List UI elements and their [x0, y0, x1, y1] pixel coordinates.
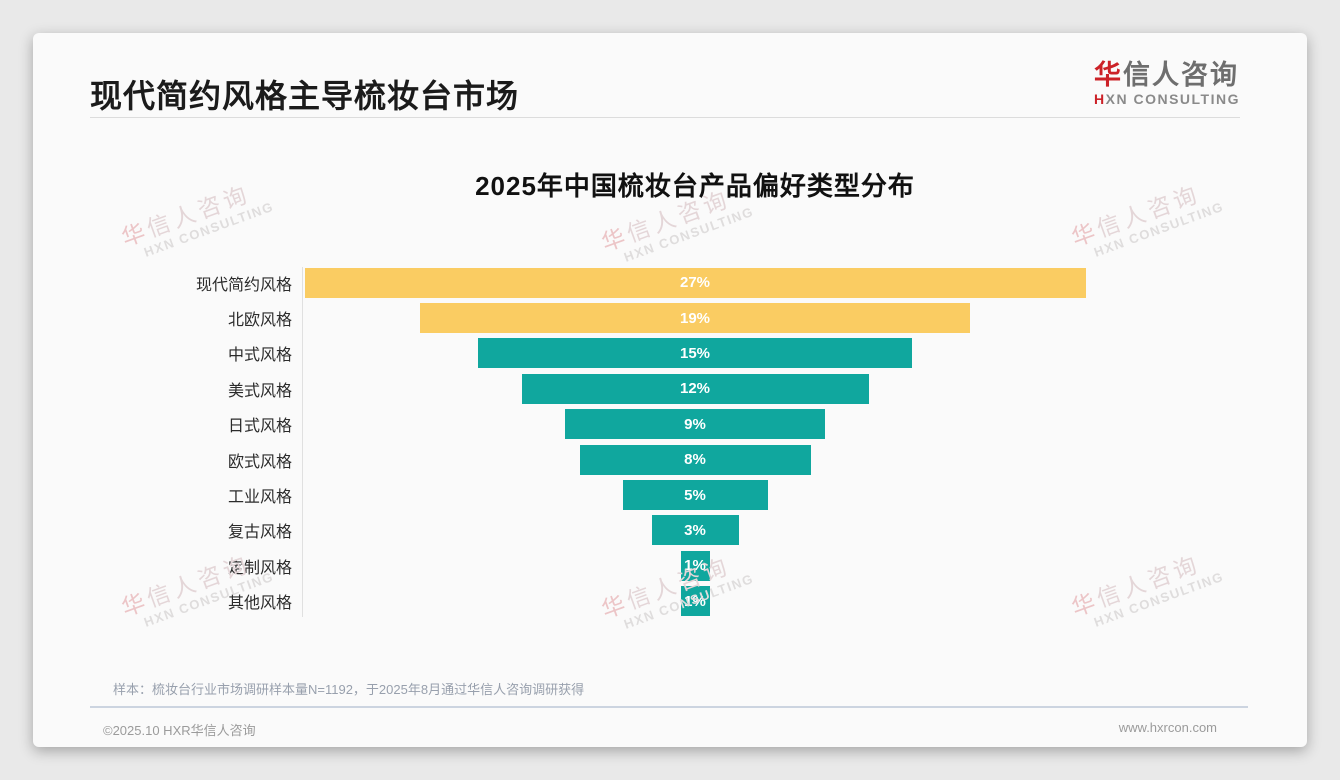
watermark-cn-text: 华信人咨询: [1068, 180, 1204, 252]
category-label: 中式风格: [227, 347, 292, 365]
category-label: 日式风格: [227, 418, 292, 436]
watermark-en-text: HXN CONSULTING: [622, 204, 756, 266]
chart-row: 复古风格 3%: [90, 513, 1088, 548]
category-label: 其他风格: [227, 595, 292, 613]
footer-divider: [90, 705, 1248, 708]
value-label: 12%: [679, 380, 711, 398]
watermark-en-text: HXN CONSULTING: [1092, 199, 1226, 261]
funnel-bar: 3%: [651, 515, 739, 546]
brand-logo: 华信人咨询 HXN CONSULTING: [1094, 60, 1240, 108]
value-label: 1%: [684, 557, 706, 575]
value-label: 5%: [684, 486, 706, 504]
slide-card: 现代简约风格主导梳妆台市场 华信人咨询 HXN CONSULTING 2025年…: [33, 33, 1307, 747]
bar-track: 27%: [302, 267, 1088, 298]
category-label: 现代简约风格: [195, 276, 292, 294]
bar-track: 1%: [302, 550, 1088, 581]
sample-note: 样本：梳妆台行业市场调研样本量N=1192，于2025年8月通过华信人咨询调研获…: [113, 681, 585, 697]
brand-logo-cn-accent: 华: [1094, 60, 1124, 90]
chart-row: 日式风格 9%: [90, 407, 1088, 442]
category-label: 复古风格: [227, 524, 292, 542]
value-label: 9%: [684, 415, 706, 433]
chart-row: 北欧风格 19%: [90, 300, 1088, 335]
value-label: 15%: [679, 344, 711, 362]
brand-logo-cn-rest: 信人咨询: [1123, 60, 1240, 90]
bar-track: 12%: [302, 373, 1088, 404]
header-divider: [90, 117, 1240, 118]
axis-line: [302, 267, 303, 617]
watermark-cn-text: 华信人咨询: [118, 180, 254, 252]
value-label: 8%: [684, 451, 706, 469]
funnel-bar: 15%: [478, 338, 912, 369]
funnel-bar: 1%: [680, 586, 710, 617]
chart-row: 美式风格 12%: [90, 371, 1088, 406]
brand-watermark: 华信人咨询 HXN CONSULTING: [1068, 174, 1226, 265]
chart-row: 工业风格 5%: [90, 477, 1088, 512]
funnel-chart: 现代简约风格 27% 北欧风格 19% 中式风格 15% 美式风格 12% 日式风格 9% 欧式风格…: [90, 265, 1088, 619]
chart-row: 定制风格 1%: [90, 548, 1088, 583]
funnel-bar: 8%: [579, 444, 811, 475]
watermark-en-text: HXN CONSULTING: [142, 199, 276, 261]
bar-track: 5%: [302, 480, 1088, 511]
website-url: www.hxrcon.com: [1118, 719, 1217, 735]
category-label: 美式风格: [227, 382, 292, 400]
slide-footer: ©2025.10 HXR华信人咨询 www.hxrcon.com: [33, 708, 1307, 739]
bar-track: 1%: [302, 586, 1088, 617]
bar-track: 15%: [302, 338, 1088, 369]
value-label: 27%: [679, 274, 711, 292]
brand-logo-cn: 华信人咨询: [1094, 60, 1240, 91]
brand-logo-en-accent: H: [1094, 90, 1106, 107]
value-label: 19%: [679, 309, 711, 327]
funnel-bar: 9%: [565, 409, 825, 440]
chart-row: 欧式风格 8%: [90, 442, 1088, 477]
chart-row: 现代简约风格 27%: [90, 265, 1088, 300]
funnel-bar: 27%: [304, 267, 1086, 298]
value-label: 3%: [684, 521, 706, 539]
funnel-bar: 19%: [420, 303, 970, 334]
watermark-en-text: HXN CONSULTING: [1092, 569, 1226, 631]
bar-track: 3%: [302, 515, 1088, 546]
brand-watermark: 华信人咨询 HXN CONSULTING: [1068, 544, 1226, 635]
funnel-bar: 5%: [622, 480, 768, 511]
brand-logo-en: HXN CONSULTING: [1094, 91, 1240, 108]
funnel-bar: 1%: [680, 550, 710, 581]
category-label: 定制风格: [227, 559, 292, 577]
category-label: 欧式风格: [227, 453, 292, 471]
bar-track: 9%: [302, 409, 1088, 440]
page-title: 现代简约风格主导梳妆台市场: [90, 78, 520, 114]
chart-title: 2025年中国梳妆台产品偏好类型分布: [475, 171, 915, 201]
brand-watermark: 华信人咨询 HXN CONSULTING: [118, 174, 276, 265]
category-label: 北欧风格: [227, 312, 292, 330]
category-label: 工业风格: [227, 489, 292, 507]
bar-track: 19%: [302, 303, 1088, 334]
bar-track: 8%: [302, 444, 1088, 475]
watermark-cn-text: 华信人咨询: [1068, 550, 1204, 622]
brand-logo-en-rest: XN CONSULTING: [1105, 90, 1240, 107]
chart-row: 其他风格 1%: [90, 584, 1088, 619]
copyright-text: ©2025.10 HXR华信人咨询: [103, 722, 256, 738]
funnel-bar: 12%: [521, 373, 869, 404]
slide-header: 现代简约风格主导梳妆台市场 华信人咨询 HXN CONSULTING: [33, 33, 1307, 117]
chart-row: 中式风格 15%: [90, 336, 1088, 371]
value-label: 1%: [684, 592, 706, 610]
